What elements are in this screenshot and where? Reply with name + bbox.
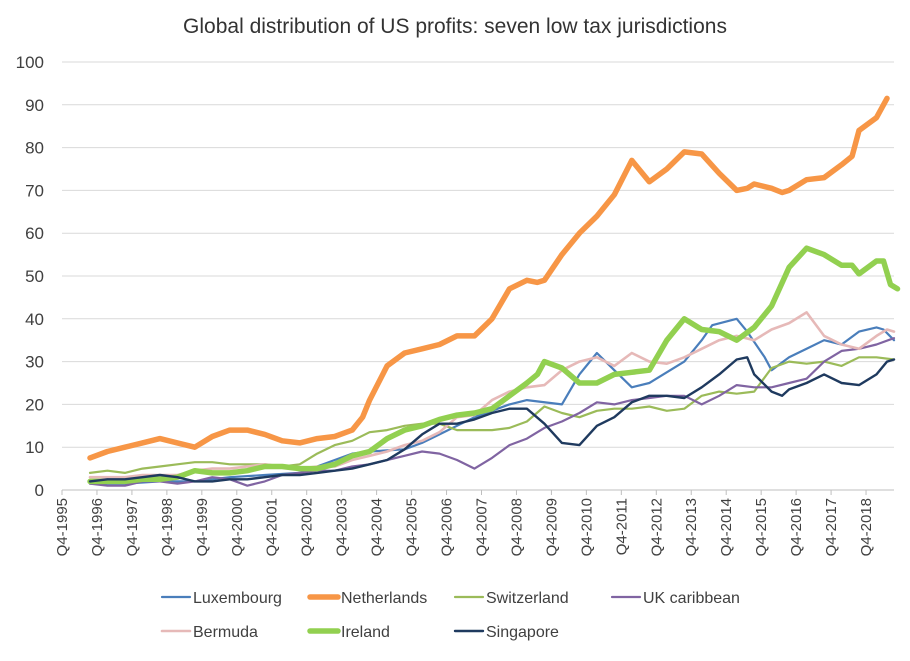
legend: Luxembourg Netherlands Switzerland UK carib…: [160, 590, 740, 641]
legend-label: Ireland: [341, 624, 390, 641]
x-tick-label: Q4-1998: [159, 498, 176, 556]
x-tick-label: Q4-2000: [229, 498, 246, 556]
y-tick-label: 20: [25, 395, 44, 414]
series-line-switzerland: [88, 356, 896, 474]
series-line-netherlands: [87, 95, 890, 461]
x-tick-label: Q4-2005: [404, 498, 421, 556]
x-tick-label: Q4-1996: [89, 498, 106, 556]
legend-label: Luxembourg: [193, 590, 282, 607]
x-tick-label: Q4-2011: [613, 498, 630, 555]
x-tick-label: Q4-1999: [194, 498, 211, 556]
y-tick-label: 30: [25, 353, 44, 372]
y-axis-ticks: 0 10 20 30 40 50 60 70 80 90 100: [16, 53, 44, 500]
x-tick-label: Q4-2018: [858, 498, 875, 556]
x-tick-label: Q4-2016: [788, 498, 805, 556]
x-tick-label: Q4-1997: [124, 498, 141, 556]
x-tick-label: Q4-1995: [54, 498, 71, 556]
y-tick-label: 100: [16, 53, 44, 72]
y-tick-label: 0: [35, 481, 44, 500]
x-tick-label: Q4-2009: [543, 498, 560, 556]
legend-label: UK caribbean: [643, 590, 740, 607]
x-tick-label: Q4-2014: [718, 498, 735, 556]
y-tick-label: 90: [25, 96, 44, 115]
gridlines: [62, 61, 894, 448]
x-tick-label: Q4-2003: [334, 498, 351, 556]
y-tick-label: 40: [25, 310, 44, 329]
legend-label: Bermuda: [193, 624, 258, 641]
legend-label: Switzerland: [486, 590, 569, 607]
y-tick-label: 80: [25, 139, 44, 158]
series-line-ireland: [87, 245, 901, 485]
x-tick-label: Q4-2008: [508, 498, 525, 556]
x-tick-label: Q4-2012: [648, 498, 665, 556]
y-tick-label: 60: [25, 224, 44, 243]
x-tick-label: Q4-2002: [299, 498, 316, 556]
x-tick-label: Q4-2013: [683, 498, 700, 556]
y-tick-label: 10: [25, 438, 44, 457]
x-tick-label: Q4-2001: [264, 498, 281, 556]
chart-title: Global distribution of US profits: seven…: [183, 15, 727, 38]
legend-label: Netherlands: [341, 590, 427, 607]
legend-label: Singapore: [486, 624, 559, 641]
x-tick-label: Q4-2007: [473, 498, 490, 556]
x-tick-label: Q4-2015: [753, 498, 770, 556]
series-line-singapore: [88, 356, 896, 483]
series-line-uk-caribbean: [88, 337, 896, 487]
x-tick-label: Q4-2004: [369, 498, 386, 556]
x-tick-label: Q4-2017: [823, 498, 840, 556]
y-tick-label: 70: [25, 181, 44, 200]
y-tick-label: 50: [25, 267, 44, 286]
x-axis-ticks: Q4-1995 Q4-1996 Q4-1997 Q4-1998 Q4-1999 Q4-20…: [54, 490, 875, 556]
x-tick-label: Q4-2006: [439, 498, 456, 556]
series-lines: [87, 95, 901, 487]
series-line-bermuda: [88, 311, 896, 479]
x-tick-label: Q4-2010: [578, 498, 595, 556]
